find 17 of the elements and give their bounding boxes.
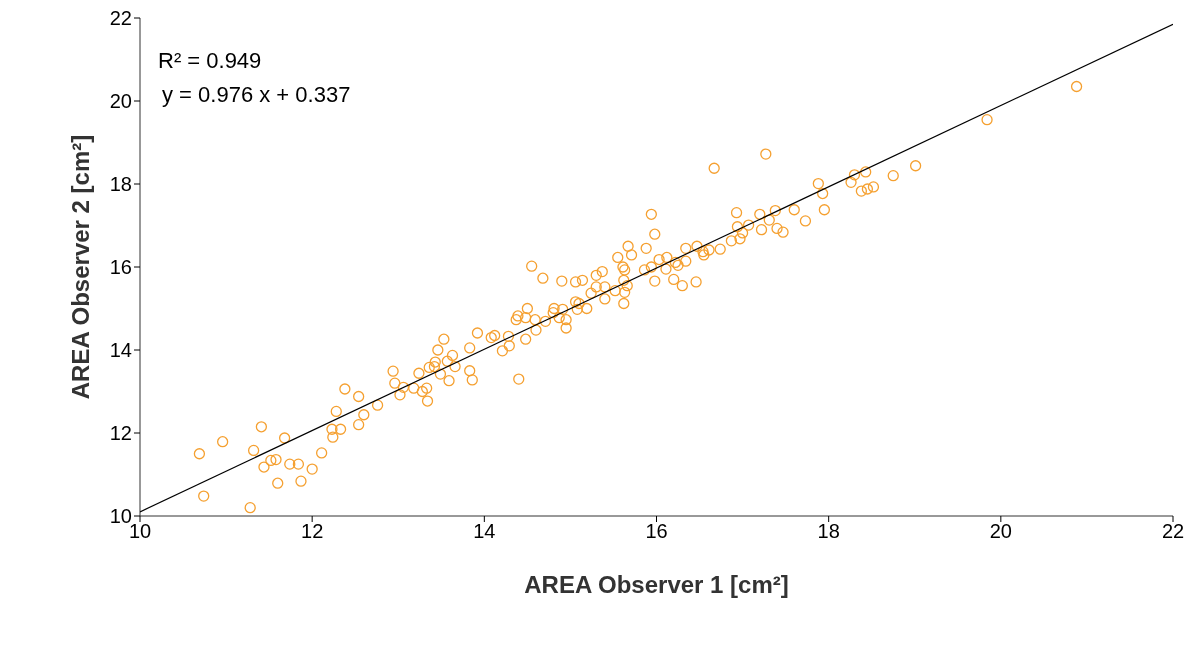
y-tick-label: 12 — [109, 422, 132, 445]
x-tick-label: 12 — [301, 520, 324, 543]
x-tick-label: 16 — [645, 520, 668, 543]
y-tick-label: 16 — [109, 256, 132, 279]
annotation: y = 0.976 x + 0.337 — [162, 82, 351, 108]
x-tick-label: 20 — [989, 520, 1012, 543]
y-tick-label: 20 — [109, 90, 132, 113]
y-axis-title: AREA Observer 2 [cm²] — [66, 134, 94, 400]
x-tick-label: 18 — [817, 520, 840, 543]
y-tick-label: 10 — [109, 505, 132, 528]
x-tick-label: 14 — [473, 520, 496, 543]
y-tick-label: 14 — [109, 339, 132, 362]
x-axis-title: AREA Observer 1 [cm²] — [524, 571, 789, 599]
x-tick-label: 22 — [1161, 520, 1185, 543]
annotation: R² = 0.949 — [158, 48, 262, 74]
y-tick-label: 22 — [109, 7, 132, 30]
y-tick-label: 18 — [109, 173, 132, 196]
